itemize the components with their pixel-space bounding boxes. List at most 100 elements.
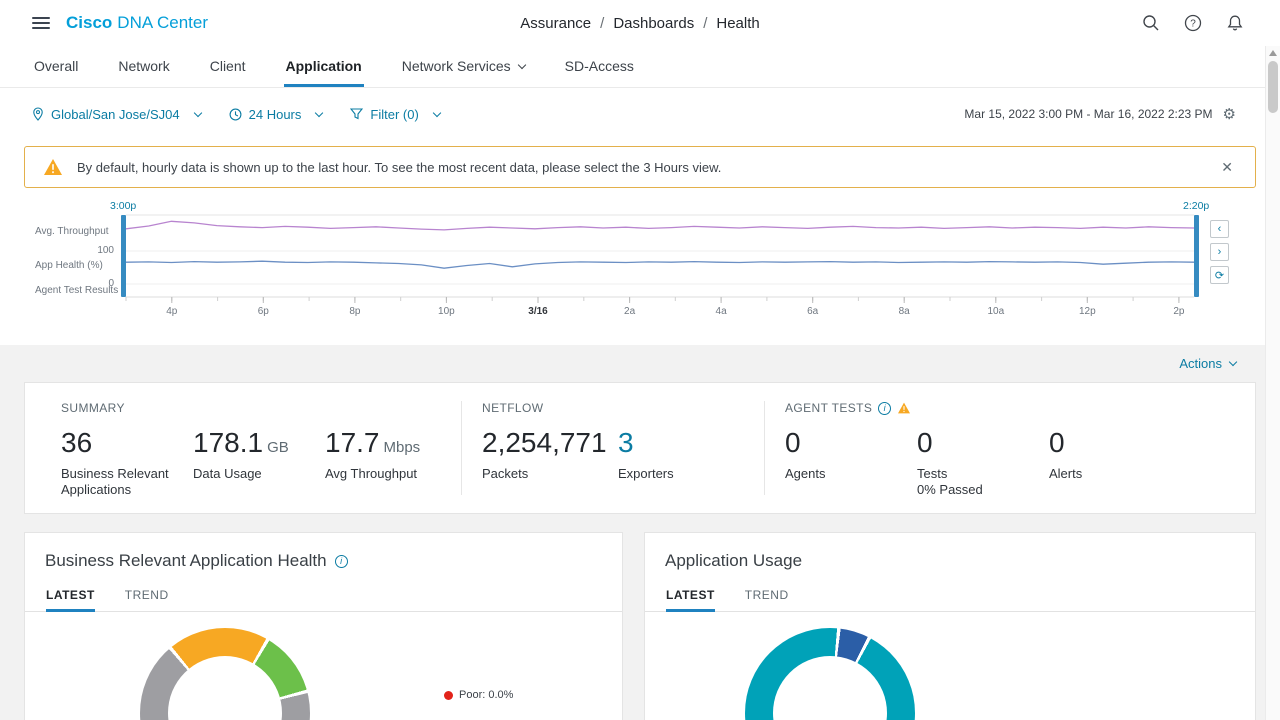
kpi-summary-card: SUMMARY 36 Business Relevant Applications… [24,382,1256,514]
timeline-prev-button[interactable]: ‹ [1210,220,1229,238]
breadcrumb-item-dashboards[interactable]: Dashboards [613,14,695,32]
svg-text:4a: 4a [716,306,728,317]
notifications-bell-icon[interactable] [1226,14,1244,32]
chevron-down-icon [432,108,442,117]
kpi-label: Alerts [1049,466,1083,481]
kpi-value: 0 [1049,427,1065,458]
tab-trend[interactable]: TREND [744,588,789,602]
kpi-section-title: SUMMARY [61,401,125,415]
timeline-next-button[interactable]: › [1210,243,1229,261]
kpi-unit: Mbps [383,439,421,456]
timeline-section: 3:00p 2:20p Avg. Throughput App Health (… [0,200,1280,332]
kpi-value: 17.7 [325,427,380,458]
application-usage-card: Application Usage LATEST TREND [644,532,1256,720]
kpi-avg-throughput: 17.7 Mbps Avg Throughput [325,427,457,498]
kpi-tests: 0 Tests 0% Passed [917,427,1049,498]
timeline-start-label: 3:00p [110,200,137,212]
timeline-end-label: 2:20p [1183,200,1210,212]
help-icon[interactable]: ? [1184,14,1202,32]
scrollbar-up-arrow-icon[interactable] [1269,50,1277,56]
kpi-label: Avg Throughput [325,466,418,481]
banner-close-icon[interactable]: ✕ [1221,158,1233,175]
timeline-controls: ‹ › ⟳ [1210,220,1229,284]
tab-network-services[interactable]: Network Services [400,58,527,87]
breadcrumb-item-assurance[interactable]: Assurance [520,14,592,32]
site-selector-label: Global/San Jose/SJ04 [51,106,180,122]
timeline-row-label-throughput: Avg. Throughput [35,226,109,237]
kpi-exporters: 3 Exporters [618,427,750,482]
tab-latest[interactable]: LATEST [46,588,95,612]
site-selector[interactable]: Global/San Jose/SJ04 [32,106,202,122]
kpi-section-title: AGENT TESTS [785,401,873,415]
tab-network[interactable]: Network [116,58,171,87]
svg-text:2p: 2p [1173,306,1185,317]
svg-text:6p: 6p [258,306,270,317]
app-header: Cisco DNA Center Assurance / Dashboards / Hea… [0,0,1280,46]
kpi-section-netflow: NETFLOW 2,254,771 Packets 3 Exporters [482,401,764,513]
kpi-value: 0 [917,427,933,458]
tab-label: Network Services [401,58,511,74]
timeline-refresh-button[interactable]: ⟳ [1210,266,1229,284]
banner-message: By default, hourly data is shown up to t… [77,159,722,175]
primary-tabs: Overall Network Client Application Network S… [0,46,1280,88]
tab-trend[interactable]: TREND [124,588,169,602]
vertical-divider [764,401,765,495]
svg-text:6a: 6a [807,306,819,317]
vertical-scrollbar[interactable] [1265,46,1280,720]
breadcrumb: Assurance / Dashboards / Health [520,15,759,32]
settings-gear-icon[interactable] [1223,107,1236,122]
app-health-donut[interactable] [140,628,310,720]
time-range-label: 24 Hours [248,106,302,122]
tab-overall[interactable]: Overall [32,58,80,87]
svg-text:12p: 12p [1079,306,1096,317]
time-range-selector[interactable]: 24 Hours [229,106,324,122]
app-usage-donut[interactable] [745,628,915,720]
kpi-label: Exporters [618,466,674,481]
filter-selector[interactable]: Filter (0) [350,106,442,122]
kpi-value-link[interactable]: 3 [618,427,634,458]
kpi-value: 2,254,771 [482,427,607,458]
filter-label: Filter (0) [370,106,419,122]
tab-label: Overall [34,58,79,74]
brand-bold: Cisco [66,13,113,32]
tab-client[interactable]: Client [208,58,248,87]
tab-latest[interactable]: LATEST [666,588,715,612]
search-icon[interactable] [1142,14,1160,32]
legend-label: Poor: 0.0% [459,689,514,701]
location-pin-icon [33,107,43,121]
kpi-packets: 2,254,771 Packets [482,427,618,482]
tab-application[interactable]: Application [283,58,364,87]
warning-triangle-icon [898,402,911,414]
info-icon[interactable] [334,554,348,568]
timeline-chart[interactable]: 4p 6p 8p 10p 3/16 2a 4a 6a 8a 10a 12p 2p [120,212,1210,320]
kpi-value: 0 [785,427,801,458]
breadcrumb-separator: / [600,14,605,32]
card-title: Application Usage [665,551,803,570]
tab-sd-access[interactable]: SD-Access [563,58,636,87]
vertical-divider [461,401,462,495]
actions-menu[interactable]: Actions [1179,356,1238,371]
kpi-value: 178.1 [193,427,264,458]
timeline-chart-svg[interactable]: 4p 6p 8p 10p 3/16 2a 4a 6a 8a 10a 12p 2p [120,212,1210,320]
card-title: Business Relevant Application Health [45,551,327,570]
svg-text:3/16: 3/16 [528,306,548,317]
breadcrumb-separator: / [703,14,708,32]
kpi-business-relevant-applications: 36 Business Relevant Applications [61,427,193,498]
tab-label: Client [209,58,246,74]
card-tabs: LATEST TREND [645,588,1255,612]
info-icon[interactable] [878,401,892,415]
kpi-section-summary: SUMMARY 36 Business Relevant Applications… [61,401,461,513]
scrollbar-thumb[interactable] [1268,61,1278,113]
tab-label: Network [118,58,170,74]
breadcrumb-item-health[interactable]: Health [716,14,760,32]
content-area: Actions SUMMARY 36 Business Relevant Appl… [0,345,1280,720]
hamburger-menu-icon[interactable] [32,17,50,29]
svg-text:10p: 10p [438,306,455,317]
kpi-unit: GB [267,439,289,456]
kpi-label: Business Relevant Applications [61,466,169,497]
brand-logo[interactable]: Cisco DNA Center [66,13,208,33]
kpi-alerts: 0 Alerts [1049,427,1181,498]
kpi-section-title: NETFLOW [482,401,544,415]
svg-text:2a: 2a [624,306,636,317]
